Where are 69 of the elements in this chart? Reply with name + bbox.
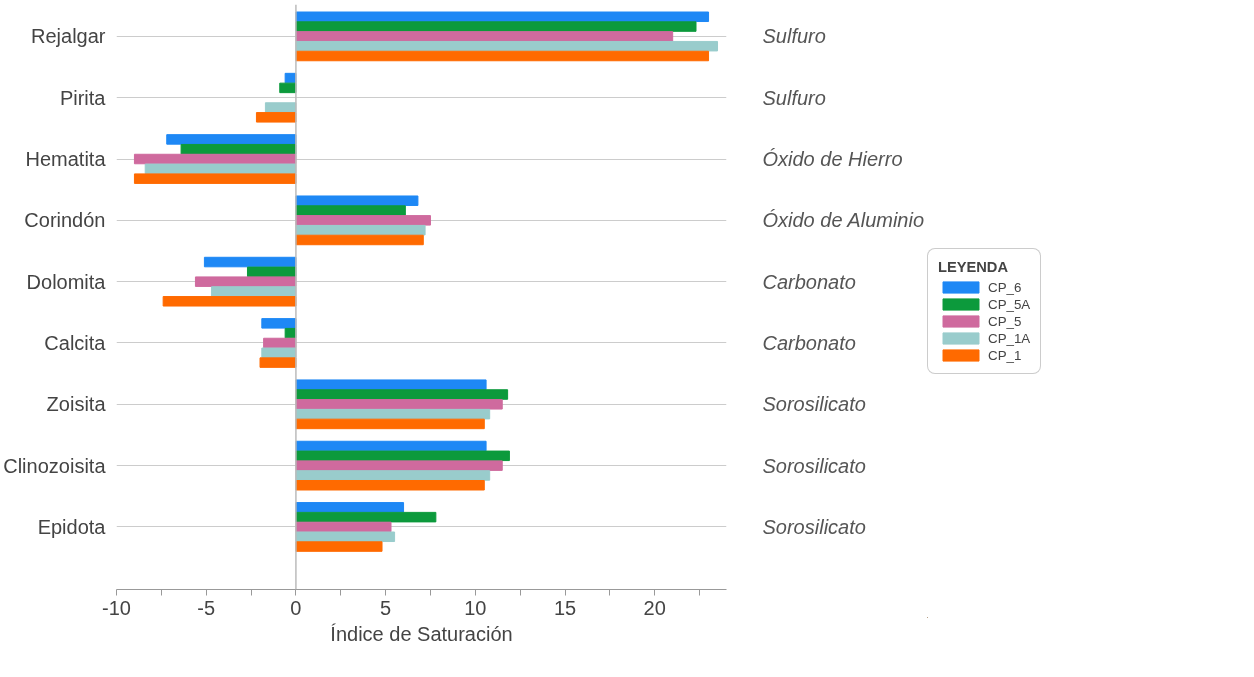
text: Óxido de Aluminio	[762, 209, 925, 232]
bar	[295, 234, 424, 246]
text: Sorosilicato	[762, 393, 866, 416]
bar	[295, 502, 405, 513]
text: Sorosilicato	[762, 515, 866, 538]
bar	[295, 480, 485, 491]
bar	[264, 102, 297, 113]
bar	[295, 418, 485, 430]
bar	[295, 470, 491, 481]
x-tick-label: 20	[643, 596, 666, 619]
bar	[295, 450, 510, 462]
legend-label: CP_5A	[988, 296, 1031, 312]
bar	[295, 40, 719, 52]
x-tick-label: -5	[197, 596, 216, 619]
x-tick-label: 5	[380, 596, 392, 619]
x-tick-label: 0	[290, 596, 302, 619]
y-tick-label: Epidota	[37, 515, 107, 538]
bar	[295, 11, 710, 23]
bar	[261, 347, 297, 359]
text: Carbonato	[762, 331, 856, 354]
bar	[295, 224, 426, 236]
text: Carbonato	[762, 270, 856, 293]
legend-label: CP_6	[988, 279, 1022, 295]
y-tick-label: Corindón	[24, 209, 106, 232]
legend-label: CP_5	[988, 313, 1022, 329]
bar	[133, 173, 297, 184]
bar	[246, 266, 297, 278]
bar	[295, 460, 503, 471]
bar	[295, 389, 509, 400]
bar	[295, 215, 431, 226]
bar	[295, 408, 491, 420]
y-tick-label: Calcita	[44, 331, 107, 354]
bar	[279, 82, 297, 94]
bar	[295, 399, 503, 410]
bar	[295, 31, 674, 42]
bar	[295, 21, 697, 32]
bar	[295, 195, 419, 206]
bar	[259, 357, 297, 368]
y-tick-label: Zoisita	[46, 393, 107, 416]
bar	[295, 205, 406, 216]
x-tick-label: 10	[464, 596, 487, 619]
x-axis-title: Índice de Saturación	[330, 622, 513, 645]
y-tick-label: Clinozoisita	[3, 454, 107, 477]
bar	[295, 541, 383, 552]
y-tick-label: Pirita	[59, 86, 107, 109]
y-tick-label: Dolomita	[26, 270, 107, 293]
bar	[211, 286, 297, 297]
legend-label: CP_1	[988, 347, 1022, 363]
x-tick-label: -10	[102, 596, 131, 619]
bar	[162, 296, 297, 307]
text: Sorosilicato	[762, 454, 866, 477]
y-tick-label: Hematita	[25, 148, 107, 171]
bar	[295, 379, 487, 390]
text: Sulfuro	[762, 25, 826, 48]
bar	[180, 143, 297, 155]
x-tick-label: 15	[553, 596, 577, 619]
bar	[144, 163, 297, 175]
bar	[255, 112, 297, 123]
bar	[166, 134, 297, 145]
text: Óxido de Hierro	[762, 148, 903, 171]
text: Sulfuro	[762, 86, 826, 109]
bar	[295, 511, 437, 523]
legend-title: LEYENDA	[938, 258, 1010, 275]
bar	[295, 531, 396, 543]
bar	[194, 276, 297, 287]
bar	[261, 318, 297, 329]
y-tick-label: Rejalgar	[31, 25, 106, 48]
legend-label: CP_1A	[988, 330, 1031, 346]
bar	[295, 50, 710, 62]
